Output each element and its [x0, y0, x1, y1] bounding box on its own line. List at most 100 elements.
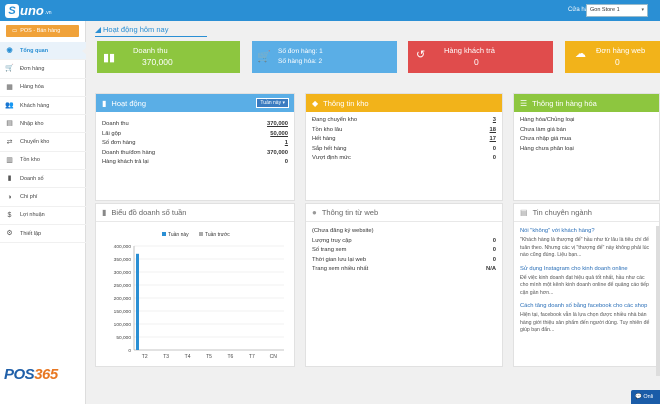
- row-value[interactable]: 370,000: [267, 121, 288, 127]
- row-value[interactable]: 50,000: [270, 130, 288, 137]
- stat-goods-count: Số hàng hóa: 2: [278, 58, 323, 65]
- y-tick-label: 350,000: [114, 257, 132, 263]
- stat-web-orders[interactable]: ☁ Đơn hàng web 0: [565, 41, 660, 73]
- news-link[interactable]: Nói "không" với khách hàng?: [520, 228, 595, 234]
- logo[interactable]: S uno .vn: [5, 2, 52, 19]
- scrollbar[interactable]: [656, 226, 660, 376]
- table-row: Số đơn hàng 1: [102, 140, 288, 150]
- x-tick-label: CN: [270, 354, 278, 360]
- brand-accent: 365: [34, 366, 58, 383]
- row-label: Đang chuyển kho: [312, 117, 358, 123]
- expense-icon: ◑: [7, 193, 12, 201]
- warehouse-icon: ▥: [6, 156, 13, 164]
- news-link[interactable]: Sử dụng Instagram cho kinh doanh online: [520, 265, 628, 272]
- goods-header: ☰ Thông tin hàng hóa: [514, 94, 659, 112]
- sidebar-item-5[interactable]: ⇄ Chuyển kho: [0, 133, 86, 152]
- stat-value: 0: [615, 57, 620, 67]
- cloud-icon: ☁: [575, 48, 586, 60]
- stat-revenue[interactable]: ▮▮ Doanh thu 370,000: [97, 41, 240, 73]
- profit-icon: $: [7, 211, 12, 219]
- y-tick-label: 50,000: [116, 335, 131, 341]
- news-panel: ▤ Tin chuyên ngành Nói "không" với khách…: [513, 203, 660, 367]
- row-value[interactable]: 3: [492, 117, 496, 123]
- pos-button[interactable]: ▭ POS - Bán hàng: [6, 25, 79, 37]
- web-title: Thông tin từ web: [321, 208, 379, 217]
- sidebar-item-2[interactable]: ▦ Hàng hóa: [0, 79, 86, 97]
- sidebar-item-label: Lợi nhuận: [20, 212, 45, 219]
- pos-button-label: POS - Bán hàng: [20, 28, 61, 34]
- cart-icon: 🛒: [5, 65, 14, 73]
- globe-icon: ●: [312, 208, 317, 217]
- stat-returns[interactable]: ↺ Hàng khách trả 0: [408, 41, 553, 73]
- stat-orders-count: Số đơn hàng: 1: [278, 48, 323, 55]
- table-row: Trang xem nhiều nhất N/A: [312, 266, 496, 276]
- table-row: Đang chuyển kho 3: [312, 117, 496, 127]
- stock-title: Thông tin kho: [323, 98, 369, 108]
- stat-label: Hàng khách trả: [444, 46, 495, 55]
- sidebar-item-7[interactable]: ▮ Doanh số: [0, 170, 86, 189]
- chart-title: Biểu đồ doanh số tuần: [111, 208, 187, 217]
- goods-title: Thông tin hàng hóa: [532, 98, 597, 108]
- row-label: Sắp hết hàng: [312, 145, 347, 152]
- row-value: 0: [492, 155, 496, 161]
- import-icon: ▤: [6, 120, 13, 128]
- chat-label: Onli: [643, 394, 654, 400]
- row-label: Vượt định mức: [312, 155, 351, 161]
- logo-text: uno: [20, 3, 44, 18]
- main-content: Hoạt động hôm nay ▮▮ Doanh thu 370,000 🛒…: [86, 21, 660, 404]
- sidebar-item-4[interactable]: ▤ Nhập kho: [0, 115, 86, 134]
- sidebar-item-0[interactable]: ◉ Tổng quan: [0, 42, 87, 61]
- table-row: Hết hàng 17: [312, 136, 496, 146]
- chart-header: ▮ Biểu đồ doanh số tuần: [96, 204, 294, 222]
- stat-label: Doanh thu: [133, 46, 168, 55]
- table-row: Vượt định mức 0: [312, 155, 496, 165]
- table-row: Số trang xem 0: [312, 247, 496, 257]
- dashboard-icon: ◉: [6, 47, 13, 55]
- row-label: Hết hàng: [312, 136, 336, 142]
- period-dropdown[interactable]: Tuần này ▾: [256, 98, 289, 108]
- news-title: Tin chuyên ngành: [532, 208, 592, 217]
- table-row: Lượng truy cập 0: [312, 238, 496, 248]
- online-chat-button[interactable]: 💬 Onli: [631, 390, 660, 404]
- sidebar-item-label: Khách hàng: [20, 102, 50, 109]
- row-value: 0: [284, 159, 288, 165]
- sidebar-item-1[interactable]: 🛒 Đơn hàng: [0, 60, 86, 79]
- brand-prefix: POS: [4, 366, 35, 383]
- chart-panel: ▮ Biểu đồ doanh số tuần Tuần này Tuần trư…: [95, 203, 295, 367]
- web-header: ● Thông tin từ web: [306, 204, 502, 222]
- stat-value: 0: [474, 57, 479, 67]
- sidebar-item-6[interactable]: ▥ Tồn kho: [0, 152, 86, 171]
- list-item: Hàng hóa/Chủng loại: [520, 117, 575, 123]
- goods-panel: ☰ Thông tin hàng hóa Hàng hóa/Chủng loại…: [513, 93, 660, 201]
- sidebar-item-label: Nhập kho: [20, 120, 44, 127]
- table-row: Thời gian lưu lại web 0: [312, 257, 496, 267]
- news-summary: "Khách hàng là thượng đế" hầu như từ lâu…: [520, 237, 650, 258]
- period-dropdown-label: Tuần này: [260, 100, 282, 106]
- y-tick-label: 0: [128, 348, 131, 354]
- x-tick-label: T7: [249, 354, 255, 360]
- activity-header: ▮ Hoạt động Tuần này ▾: [96, 94, 294, 112]
- row-value: 0: [492, 145, 496, 152]
- stat-orders[interactable]: 🛒 Số đơn hàng: 1 Số hàng hóa: 2: [252, 41, 397, 73]
- row-value: 0: [492, 237, 496, 244]
- news-link[interactable]: Cách tăng doanh số bằng facebook cho các…: [520, 303, 648, 309]
- x-tick-label: T2: [142, 354, 148, 360]
- top-bar: S uno .vn Cửa hàng Gon Store 1 ▾: [0, 0, 660, 21]
- chart-icon: ▮: [7, 175, 12, 183]
- row-label: Tồn kho lâu: [312, 126, 343, 133]
- row-label: Lãi gộp: [102, 130, 122, 137]
- sidebar-item-9[interactable]: $ Lợi nhuận: [0, 207, 86, 225]
- y-tick-label: 100,000: [114, 322, 132, 328]
- sidebar-nav: ◉ Tổng quan 🛒 Đơn hàng ▦ Hàng hóa 👥 Khách hàng ▤…: [0, 42, 87, 244]
- title-underline: [95, 36, 207, 37]
- row-label: Doanh thu/đơn hàng: [102, 149, 156, 156]
- store-select[interactable]: Gon Store 1 ▾: [586, 4, 648, 17]
- row-value[interactable]: 18: [489, 126, 496, 133]
- row-value[interactable]: 17: [489, 136, 496, 142]
- sales-chart: Tuần này Tuần trước 0 50,000 100,000 150,000 2…: [114, 232, 284, 360]
- table-row: Sắp hết hàng 0: [312, 146, 496, 156]
- sidebar-item-8[interactable]: ◑ Chi phí: [0, 188, 86, 207]
- sidebar-item-10[interactable]: ⚙ Thiết lập: [0, 225, 86, 244]
- sidebar-item-3[interactable]: 👥 Khách hàng: [0, 97, 86, 116]
- row-value[interactable]: 1: [284, 140, 288, 146]
